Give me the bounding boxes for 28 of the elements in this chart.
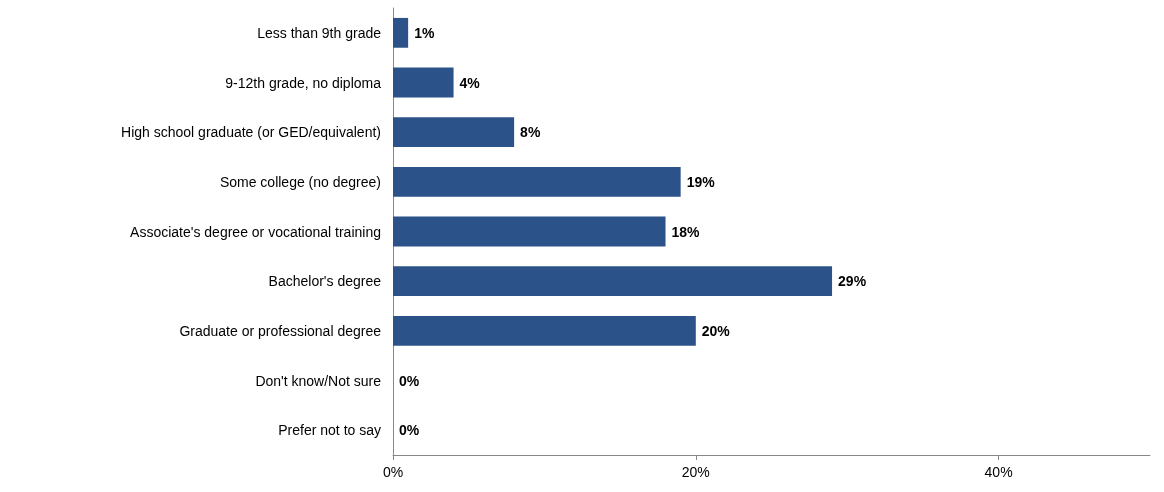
x-tick-label: 20%	[681, 464, 710, 480]
y-tick-label: Some college (no degree)	[219, 173, 381, 190]
data-label: 0%	[399, 372, 420, 389]
data-label: 18%	[671, 223, 701, 240]
bar	[393, 117, 515, 148]
y-tick-label: Less than 9th grade	[257, 24, 382, 41]
y-tick-label: Associate's degree or vocational training	[130, 223, 381, 240]
y-tick-label: Bachelor's degree	[268, 273, 382, 290]
data-label: 29%	[838, 273, 867, 290]
bar	[393, 67, 454, 98]
x-tick-label: 0%	[382, 464, 404, 480]
bar	[393, 166, 681, 197]
bar	[393, 216, 666, 247]
y-tick-label: High school graduate (or GED/equivalent)	[121, 124, 381, 141]
bar	[393, 315, 696, 346]
y-tick-label: 9-12th grade, no diploma	[225, 74, 382, 91]
data-label: 4%	[459, 74, 481, 91]
y-tick-label: Prefer not to say	[278, 422, 381, 439]
data-label: 19%	[686, 173, 716, 190]
x-tick-label: 40%	[984, 464, 1013, 480]
y-tick-label: Don't know/Not sure	[255, 372, 382, 389]
data-label: 20%	[701, 322, 731, 339]
y-tick-label: Graduate or professional degree	[179, 322, 382, 339]
data-label: 8%	[520, 124, 541, 141]
bar	[393, 17, 409, 48]
bar	[393, 266, 833, 297]
data-label: 1%	[414, 24, 435, 41]
data-label: 0%	[399, 422, 420, 439]
